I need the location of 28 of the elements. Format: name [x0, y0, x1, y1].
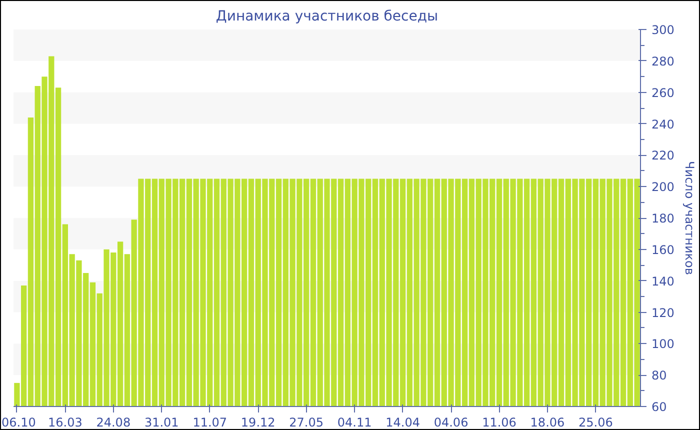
- x-tick-label: 04.11: [337, 416, 372, 430]
- y-tick-label: 100: [652, 337, 674, 352]
- y-tick-label: 200: [652, 180, 674, 194]
- y-axis-title: Число участников: [682, 161, 696, 275]
- x-tick-label: 11.07: [192, 416, 228, 430]
- x-tick-label: 31.01: [144, 416, 179, 430]
- y-tick-label: 220: [652, 148, 674, 163]
- x-tick-label: 14.04: [386, 416, 420, 430]
- x-tick-label: 25.06: [578, 416, 613, 430]
- x-tick-label: 27.05: [289, 416, 324, 430]
- x-tick-label: 04.06: [434, 416, 468, 430]
- y-tick-label: 60: [652, 400, 667, 414]
- y-tick-label: 300: [652, 23, 674, 37]
- x-tick-label: 18.06: [530, 416, 565, 430]
- y-tick-label: 260: [652, 86, 674, 100]
- x-tick-label: 24.08: [96, 416, 131, 430]
- x-tick-label: 06.10: [2, 416, 36, 430]
- x-tick-label: 19.12: [240, 416, 276, 430]
- y-tick-label: 120: [652, 306, 674, 320]
- y-tick-label: 280: [652, 54, 674, 68]
- y-tick-label: 180: [652, 212, 674, 226]
- y-tick-label: 80: [652, 368, 667, 383]
- y-tick-label: 160: [652, 242, 674, 257]
- y-tick-label: 140: [652, 274, 674, 288]
- x-tick-label: 11.06: [482, 416, 516, 430]
- y-tick-label: 240: [652, 117, 674, 132]
- x-tick-label: 16.03: [48, 416, 82, 430]
- chart-title: Динамика участников беседы: [216, 8, 438, 24]
